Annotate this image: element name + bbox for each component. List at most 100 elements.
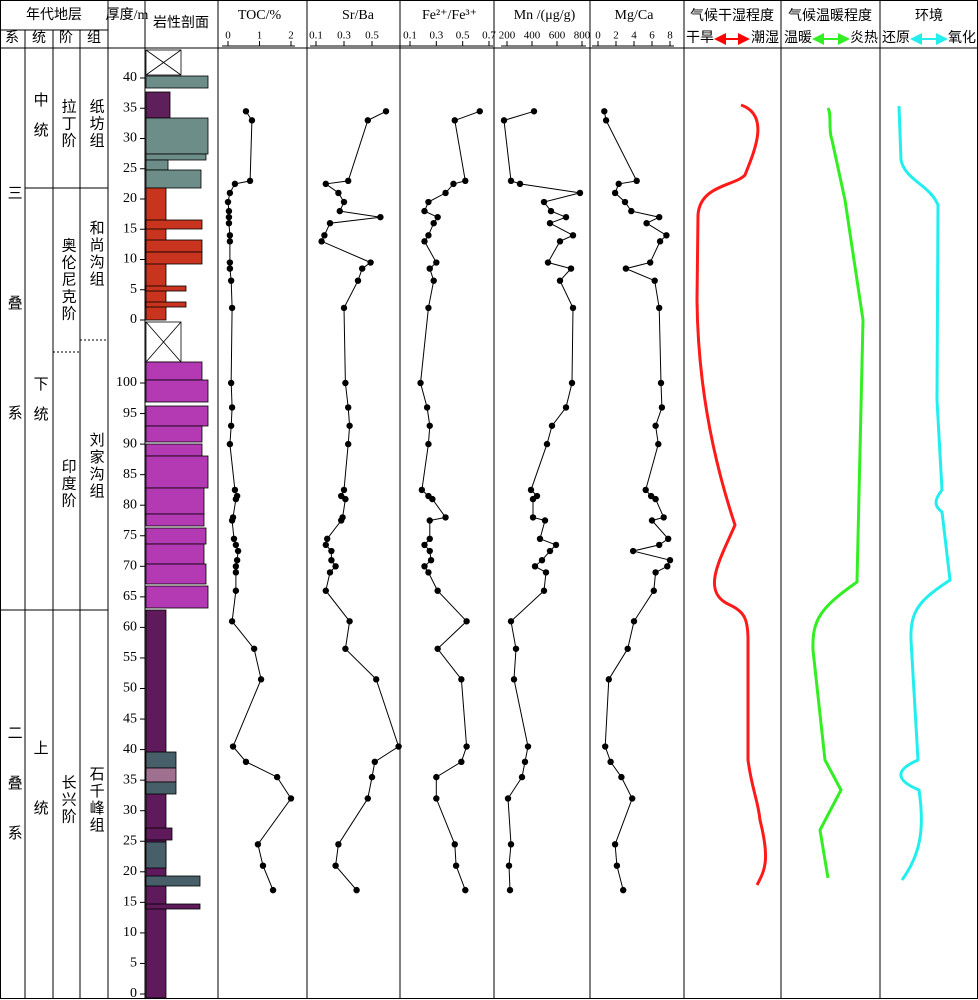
- data-point: [227, 422, 235, 429]
- data-point: [226, 259, 234, 266]
- panel-title: Mn /(μg/g): [514, 8, 576, 23]
- data-point: [643, 220, 650, 227]
- data-point: [666, 556, 674, 564]
- y-tick-label: 40: [123, 742, 137, 757]
- data-point: [254, 841, 262, 848]
- data-point: [507, 177, 515, 185]
- data-point: [226, 440, 234, 448]
- data-point: [615, 180, 622, 188]
- data-point: [540, 198, 548, 206]
- data-point: [556, 238, 564, 245]
- data-point: [229, 743, 237, 750]
- y-tick-label: 45: [123, 711, 137, 726]
- profile-connector: [420, 307, 429, 384]
- data-point: [527, 486, 535, 494]
- x-tick-label: 6: [649, 30, 655, 42]
- data-point: [656, 213, 663, 221]
- x-tick-label: 4: [631, 30, 637, 42]
- data-point: [228, 618, 236, 625]
- data-point: [423, 404, 431, 411]
- y-tick-label: 10: [123, 925, 137, 940]
- data-point: [426, 265, 433, 272]
- data-point: [476, 108, 483, 115]
- data-point: [427, 556, 435, 564]
- data-point: [611, 841, 619, 848]
- y-tick-label: 70: [123, 559, 137, 574]
- x-tick-label: 0.5: [456, 30, 470, 42]
- warmth-curve: [811, 107, 865, 879]
- data-point: [507, 618, 515, 625]
- data-point: [451, 117, 458, 124]
- profile-connector: [571, 307, 574, 384]
- data-point: [226, 238, 234, 245]
- data-point: [228, 517, 236, 524]
- data-point: [232, 587, 240, 594]
- y-tick-label: 50: [123, 681, 137, 696]
- data-point: [540, 587, 548, 594]
- data-point: [225, 220, 233, 227]
- data-point: [531, 563, 539, 570]
- lithology-column: [145, 49, 209, 999]
- data-point: [228, 304, 236, 312]
- data-point: [232, 495, 240, 503]
- data-point: [332, 862, 339, 869]
- data-point: [368, 773, 376, 781]
- y-tick-label: 85: [123, 467, 137, 482]
- data-point: [395, 743, 402, 750]
- profile-connector: [230, 307, 233, 384]
- data-point: [658, 404, 666, 411]
- data-point: [562, 213, 570, 221]
- data-point: [226, 265, 234, 272]
- data-point: [226, 189, 234, 197]
- data-point: [318, 238, 325, 245]
- data-point: [228, 404, 236, 411]
- y-tick-label: 20: [123, 864, 137, 879]
- data-point: [322, 541, 329, 549]
- data-point: [630, 618, 638, 625]
- data-point: [601, 108, 608, 115]
- data-point: [628, 207, 635, 215]
- panel-title: Sr/Ba: [342, 8, 375, 23]
- header-label: 岩性剖面: [153, 15, 209, 31]
- data-point: [650, 587, 657, 594]
- data-point: [651, 277, 658, 284]
- x-tick-label: 0.1: [309, 30, 323, 42]
- header-title: 年代地层: [26, 7, 82, 23]
- data-point: [512, 645, 520, 652]
- data-point: [450, 180, 457, 188]
- data-point: [371, 758, 378, 766]
- climate-title: 环境: [915, 8, 943, 24]
- profile-line: [603, 111, 668, 308]
- data-point: [647, 259, 654, 266]
- data-point: [425, 232, 432, 239]
- x-tick-label: 0.5: [365, 30, 379, 42]
- data-point: [246, 177, 254, 185]
- data-point: [324, 535, 331, 543]
- data-point: [426, 547, 433, 555]
- data-point: [507, 841, 515, 848]
- data-point: [232, 541, 240, 549]
- data-point: [656, 238, 664, 245]
- data-point: [342, 495, 349, 503]
- series-label: 下统: [32, 376, 49, 436]
- y-tick-label: 5: [130, 282, 137, 297]
- climate-left: 干旱: [686, 31, 714, 46]
- data-point: [576, 189, 584, 197]
- data-point: [462, 177, 469, 185]
- data-point: [521, 758, 529, 766]
- climate-left: 还原: [882, 30, 910, 46]
- data-point: [322, 587, 329, 594]
- data-point: [629, 795, 636, 802]
- y-tick-label: 55: [123, 650, 137, 665]
- data-point: [656, 541, 663, 549]
- data-point: [538, 556, 546, 564]
- data-point: [418, 486, 426, 494]
- data-point: [602, 117, 610, 124]
- data-point: [663, 232, 670, 239]
- x-tick-label: 1: [257, 30, 263, 42]
- series-label: 上统: [32, 740, 49, 860]
- y-tick-label: 0: [130, 986, 137, 1000]
- data-point: [328, 547, 335, 555]
